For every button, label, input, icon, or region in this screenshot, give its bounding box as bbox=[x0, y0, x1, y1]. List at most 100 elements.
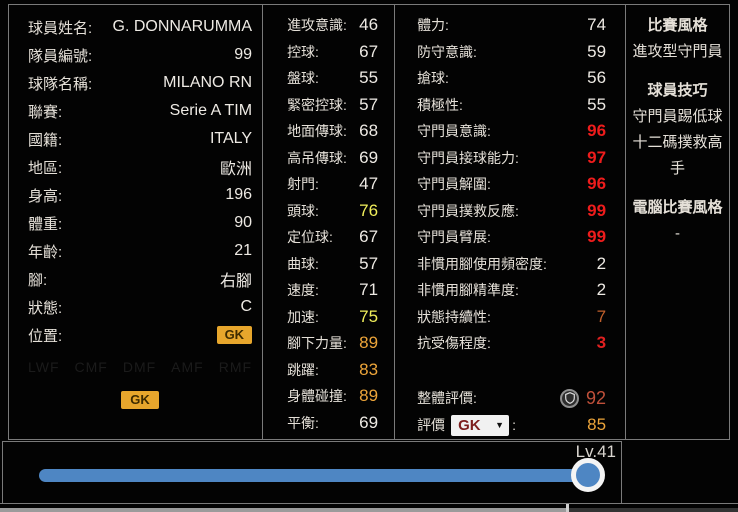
stats-column-2: 體力: 74 防守意識: 59 搶球: 56 積極性: 55 守門員意識: 96… bbox=[395, 5, 627, 439]
stat-row: 地面傳球: 68 bbox=[287, 118, 378, 145]
stat-value: 57 bbox=[359, 94, 379, 114]
style-entry: 球員技巧 bbox=[647, 82, 708, 99]
stat-value: 56 bbox=[587, 68, 607, 88]
stat-label: 地面傳球: bbox=[287, 123, 347, 140]
overall-label: 整體評價: bbox=[417, 390, 477, 406]
stat-label: 射門: bbox=[287, 176, 319, 193]
player-info-row: 年齡: 21 bbox=[28, 237, 252, 265]
stat-value: 71 bbox=[359, 280, 379, 300]
stat-label: 守門員撲救反應: bbox=[417, 202, 519, 219]
stat-row: 抗受傷程度: 3 bbox=[417, 330, 606, 357]
stat-label: 身體碰撞: bbox=[287, 388, 347, 405]
stat-label: 抗受傷程度: bbox=[417, 335, 491, 352]
level-slider-track[interactable] bbox=[39, 469, 603, 482]
info-label: 位置: bbox=[28, 327, 63, 345]
player-info-column: 球員姓名: G. DONNARUMMA 隊員編號: 99 球隊名稱: MILAN… bbox=[9, 5, 264, 439]
stat-label: 守門員接球能力: bbox=[417, 149, 519, 166]
info-label: 狀態: bbox=[28, 299, 63, 317]
selected-position-wrap: GK bbox=[28, 391, 252, 409]
stat-row: 射門: 47 bbox=[287, 171, 378, 198]
stat-value: 55 bbox=[587, 94, 607, 114]
stat-label: 搶球: bbox=[417, 70, 449, 87]
stat-value: 67 bbox=[359, 41, 379, 61]
stat-row: 守門員接球能力: 97 bbox=[417, 145, 606, 172]
stat-row: 控球: 67 bbox=[287, 39, 378, 66]
position-rating-row: 評價 GK ▼ : 85 bbox=[417, 412, 606, 439]
stat-value: 99 bbox=[587, 227, 607, 247]
stat-row: 非慣用腳使用頻密度: 2 bbox=[417, 251, 606, 278]
stat-value: 7 bbox=[596, 306, 607, 326]
stat-value: 96 bbox=[587, 121, 607, 141]
player-info-row: 國籍: ITALY bbox=[28, 125, 252, 153]
stat-row: 緊密控球: 57 bbox=[287, 92, 378, 119]
stat-value: 76 bbox=[359, 200, 379, 220]
stat-value: 3 bbox=[596, 333, 607, 353]
rating-colon: : bbox=[512, 417, 516, 433]
stat-label: 守門員臂展: bbox=[417, 229, 491, 246]
info-label: 體重: bbox=[28, 215, 63, 233]
stat-label: 高吊傳球: bbox=[287, 149, 347, 166]
stat-value: 75 bbox=[359, 306, 379, 326]
info-label: 年齡: bbox=[28, 243, 63, 261]
stats-column-1: 進攻意識: 46 控球: 67 盤球: 55 緊密控球: 57 地面傳球: 68… bbox=[263, 5, 396, 439]
style-entry: 電腦比賽風格 bbox=[632, 199, 723, 216]
stat-value: 89 bbox=[359, 333, 379, 353]
stat-row: 守門員撲救反應: 99 bbox=[417, 198, 606, 225]
stat-value: 69 bbox=[359, 412, 379, 432]
player-info-row: 聯賽: Serie A TIM bbox=[28, 97, 252, 125]
stats-list-2: 體力: 74 防守意識: 59 搶球: 56 積極性: 55 守門員意識: 96… bbox=[417, 12, 606, 357]
stat-label: 緊密控球: bbox=[287, 96, 347, 113]
info-value: 99 bbox=[234, 46, 253, 63]
stat-row: 進攻意識: 46 bbox=[287, 12, 378, 39]
stat-label: 加速: bbox=[287, 308, 319, 325]
info-value: 21 bbox=[234, 242, 253, 259]
position-badge-gk[interactable]: GK bbox=[121, 391, 159, 409]
player-info-row: 身高: 196 bbox=[28, 181, 252, 209]
stat-row: 速度: 71 bbox=[287, 277, 378, 304]
stat-label: 頭球: bbox=[287, 202, 319, 219]
style-entry: 十二碼撲救高手 bbox=[632, 134, 723, 177]
player-info-row: 球隊名稱: MILANO RN bbox=[28, 69, 252, 97]
info-value: GK bbox=[216, 326, 253, 344]
stat-label: 平衡: bbox=[287, 414, 319, 431]
stat-label: 曲球: bbox=[287, 255, 319, 272]
stat-value: 67 bbox=[359, 227, 379, 247]
stat-value: 55 bbox=[359, 68, 379, 88]
info-value: MILANO RN bbox=[163, 74, 253, 91]
faint-position-label: RMF bbox=[218, 359, 253, 375]
stat-row: 跳躍: 83 bbox=[287, 357, 378, 384]
stat-label: 狀態持續性: bbox=[417, 308, 491, 325]
info-label: 地區: bbox=[28, 159, 63, 177]
info-label: 球員姓名: bbox=[28, 19, 93, 37]
info-label: 國籍: bbox=[28, 131, 63, 149]
stat-row: 定位球: 67 bbox=[287, 224, 378, 251]
bottom-edge-dark-strip bbox=[569, 508, 738, 512]
style-entry: - bbox=[675, 225, 681, 242]
stat-value: 89 bbox=[359, 386, 379, 406]
bottom-edge-light-strip bbox=[0, 508, 566, 512]
faint-position-label: LWF bbox=[28, 359, 60, 375]
stat-row: 腳下力量: 89 bbox=[287, 330, 378, 357]
stat-label: 非慣用腳使用頻密度: bbox=[417, 255, 547, 272]
stat-value: 69 bbox=[359, 147, 379, 167]
info-value: 歐洲 bbox=[220, 161, 253, 178]
player-info-row: 位置: GK bbox=[28, 321, 253, 349]
info-value: G. DONNARUMMA bbox=[112, 18, 253, 35]
info-value: C bbox=[240, 298, 253, 315]
rating-label: 評價 bbox=[417, 417, 446, 433]
info-value: 90 bbox=[234, 214, 253, 231]
stat-value: 47 bbox=[359, 174, 379, 194]
level-label: Lv.41 bbox=[575, 442, 616, 461]
player-info-row: 隊員編號: 99 bbox=[28, 41, 252, 69]
level-slider-handle[interactable] bbox=[571, 458, 605, 492]
player-info-row: 腳: 右腳 bbox=[28, 265, 252, 293]
rating-position-select[interactable]: GK ▼ bbox=[451, 414, 510, 436]
stat-value: 96 bbox=[587, 174, 607, 194]
stat-row: 守門員臂展: 99 bbox=[417, 224, 606, 251]
overall-value: 92 bbox=[586, 387, 607, 408]
stat-row: 積極性: 55 bbox=[417, 92, 606, 119]
info-label: 腳: bbox=[28, 271, 48, 289]
stat-value: 46 bbox=[359, 15, 379, 35]
stat-value: 57 bbox=[359, 253, 379, 273]
stat-value: 2 bbox=[596, 280, 607, 300]
